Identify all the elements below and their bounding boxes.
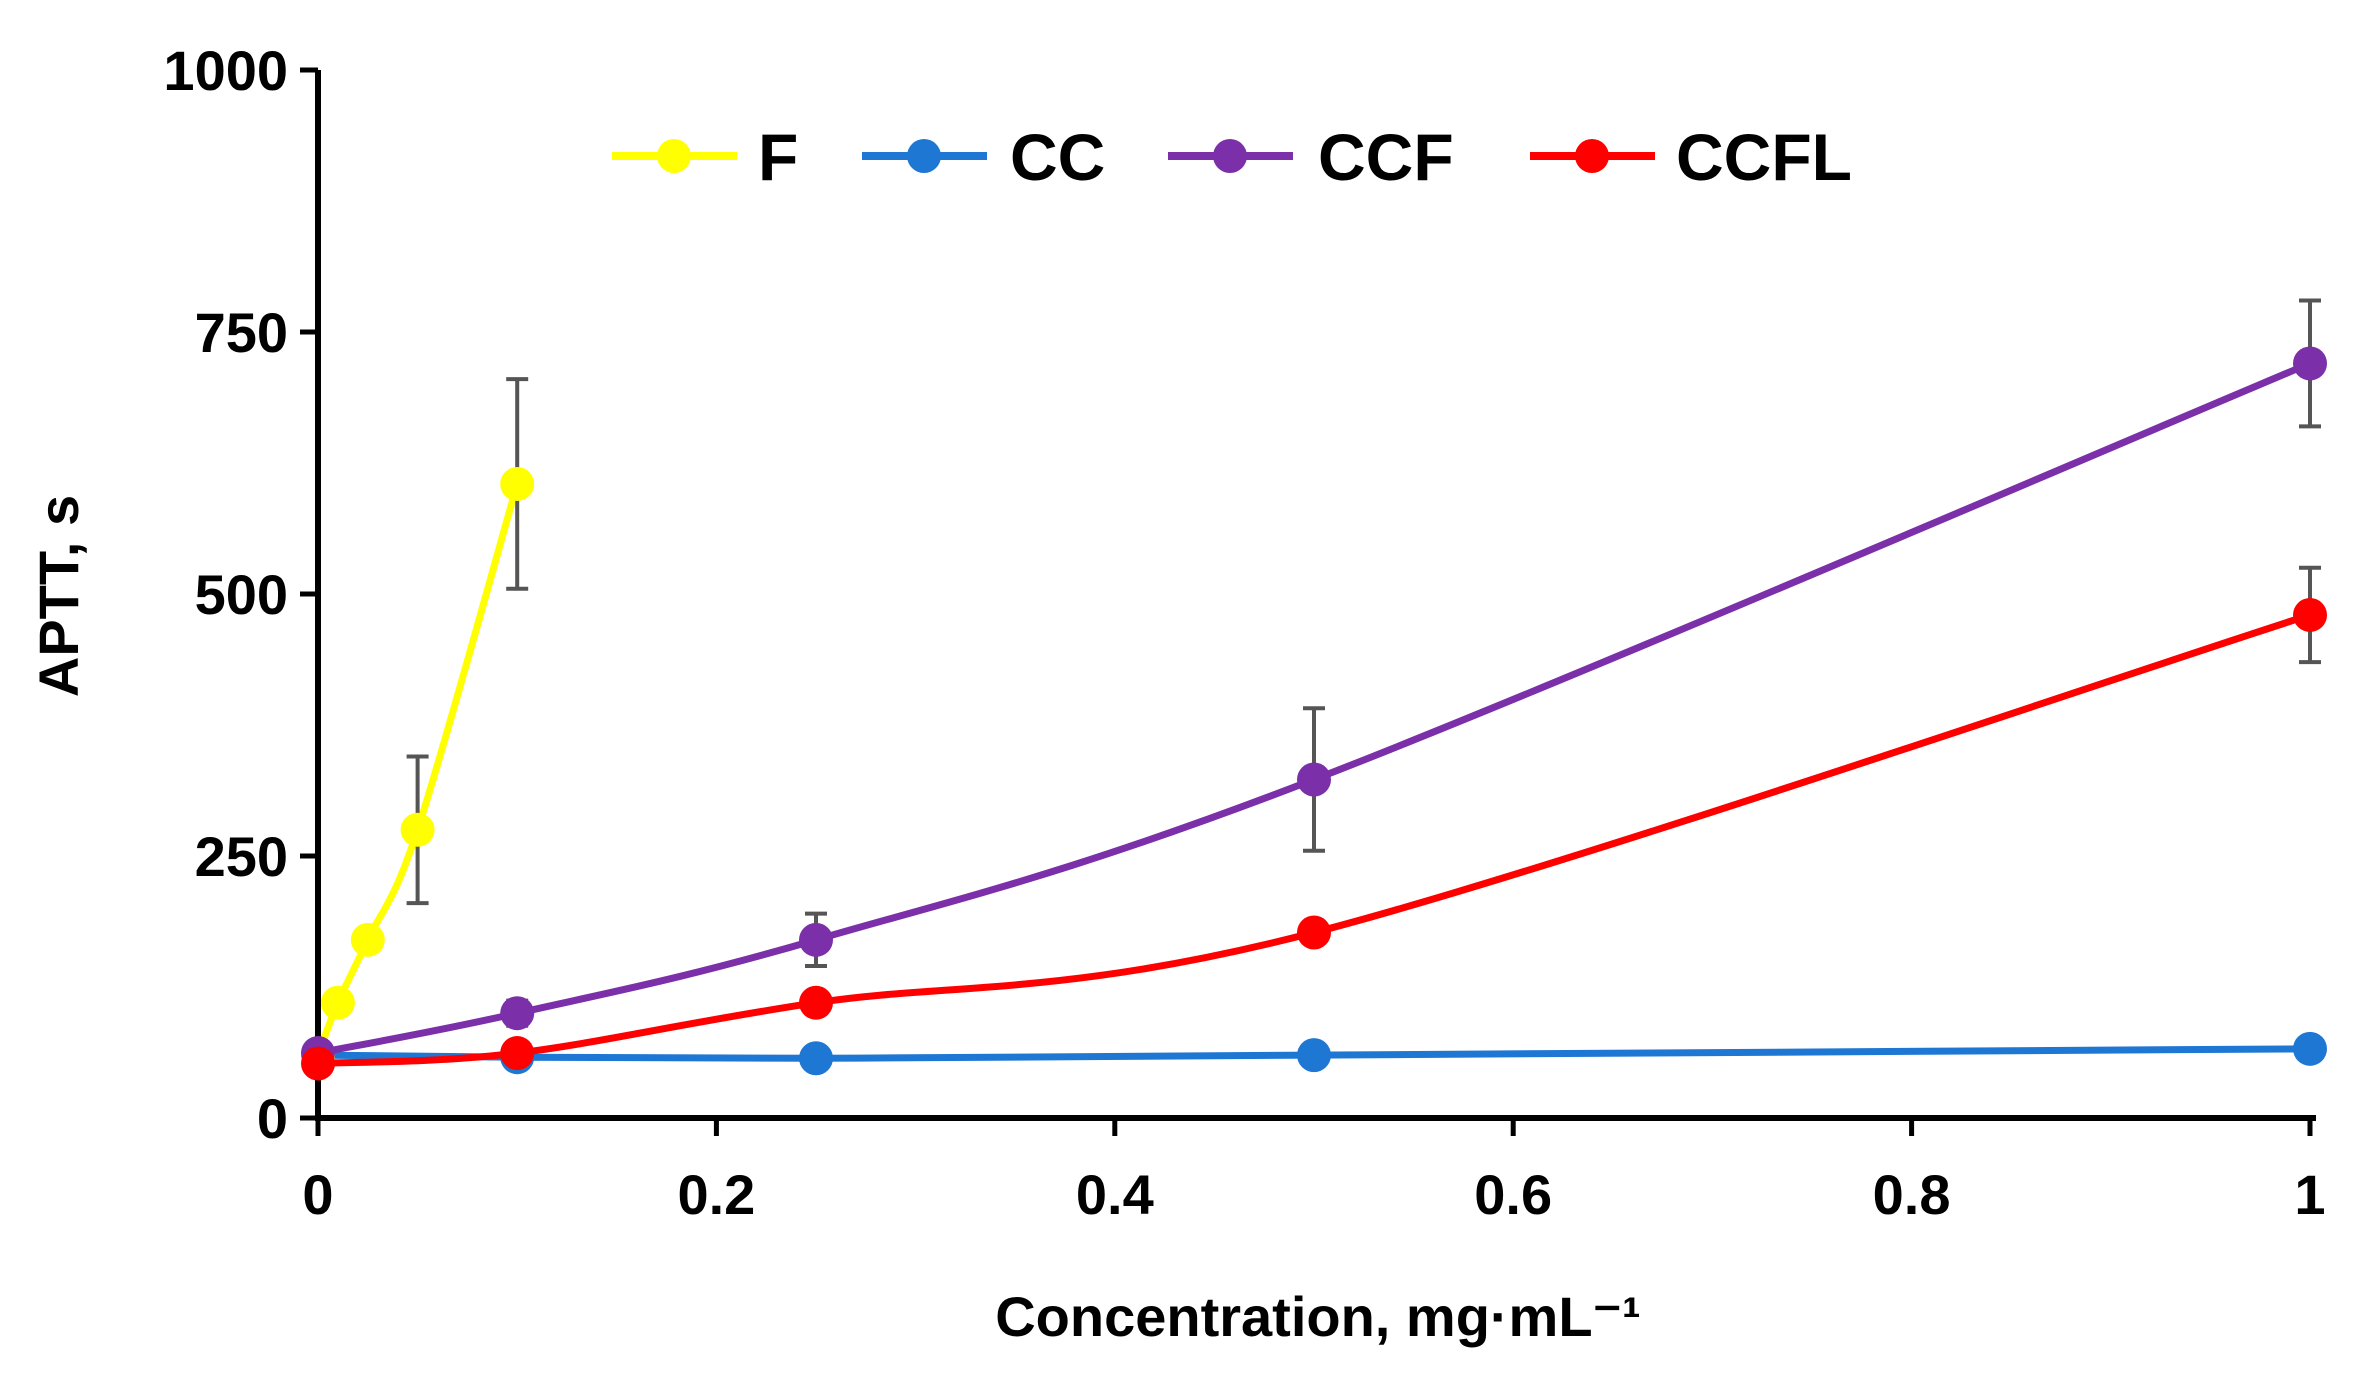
data-point-cc	[1297, 1038, 1331, 1073]
series-ccf	[301, 298, 2327, 1071]
x-tick-label: 0.2	[677, 1163, 755, 1226]
legend: F CC CCF CCFL	[612, 120, 1852, 194]
x-ticks: 0 0.2 0.4 0.6 0.8 1	[302, 1118, 2326, 1226]
data-point-cc	[2293, 1031, 2327, 1066]
legend-label-cc: CC	[1010, 120, 1105, 194]
legend-label-ccfl: CCFL	[1676, 120, 1852, 194]
x-tick-label: 1	[2294, 1163, 2325, 1226]
data-point-ccfl	[799, 985, 833, 1020]
legend-swatch-marker	[907, 139, 941, 173]
axes	[315, 70, 2316, 1121]
y-tick-label: 750	[195, 301, 288, 364]
y-tick-label: 0	[257, 1087, 288, 1150]
data-point-ccf	[799, 922, 833, 957]
data-point-ccfl	[1297, 915, 1331, 950]
legend-swatch-marker	[1575, 139, 1609, 173]
data-point-ccfl	[2293, 597, 2327, 632]
series-layer	[301, 298, 2327, 1081]
y-tick-label: 1000	[163, 39, 288, 102]
x-axis-title: Concentration, mg·mL⁻¹	[995, 1285, 1641, 1348]
legend-item-ccfl: CCFL	[1530, 120, 1852, 194]
data-point-f	[320, 985, 355, 1020]
x-tick-label: 0	[302, 1163, 333, 1226]
data-point-f	[500, 466, 535, 501]
series-ccfl	[301, 565, 2327, 1081]
data-point-f	[400, 812, 435, 847]
legend-item-cc: CC	[862, 120, 1105, 194]
data-point-ccfl	[301, 1046, 335, 1081]
x-tick-label: 0.8	[1873, 1163, 1951, 1226]
legend-label-ccf: CCF	[1318, 120, 1454, 194]
x-tick-label: 0.4	[1076, 1163, 1154, 1226]
data-point-ccf	[1297, 762, 1331, 797]
data-point-f	[350, 922, 385, 957]
legend-label-f: F	[758, 120, 798, 194]
data-point-ccf	[2293, 346, 2327, 381]
data-point-ccfl	[500, 1036, 535, 1071]
legend-item-ccf: CCF	[1168, 120, 1454, 194]
data-point-ccf	[500, 996, 535, 1031]
legend-swatch-marker	[1213, 139, 1247, 173]
y-ticks: 0 250 500 750 1000	[163, 39, 318, 1150]
series-f	[301, 377, 535, 1073]
legend-item-f: F	[612, 120, 798, 194]
data-point-cc	[799, 1041, 833, 1076]
x-tick-label: 0.6	[1474, 1163, 1552, 1226]
y-axis-title: APTT, s	[27, 495, 90, 697]
y-tick-label: 500	[195, 563, 288, 626]
legend-swatch-marker	[657, 139, 691, 173]
y-tick-label: 250	[195, 825, 288, 888]
